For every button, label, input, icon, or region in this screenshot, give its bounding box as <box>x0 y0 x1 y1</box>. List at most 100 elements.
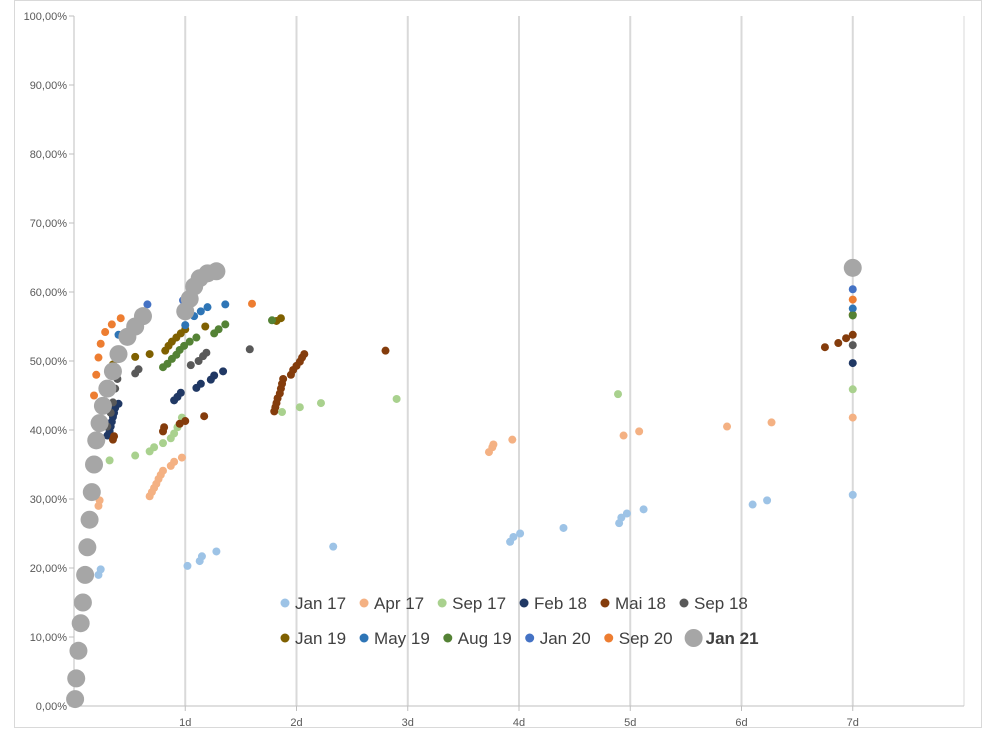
data-point <box>200 412 209 421</box>
data-points <box>66 258 862 709</box>
data-point <box>183 561 192 570</box>
data-point <box>133 307 152 326</box>
data-point <box>848 285 857 294</box>
data-point <box>159 466 167 475</box>
data-point <box>278 408 287 417</box>
data-point <box>203 303 212 312</box>
x-tick-label: 5d <box>624 717 636 729</box>
data-point <box>767 418 776 427</box>
data-point <box>763 496 772 505</box>
gridlines <box>184 16 965 706</box>
data-point <box>848 304 857 313</box>
data-point <box>489 440 498 449</box>
data-point <box>221 320 230 329</box>
x-tick-label: 2d <box>290 717 302 729</box>
data-point <box>622 509 631 518</box>
data-point <box>96 339 105 348</box>
legend-label: Jan 20 <box>540 629 591 648</box>
x-tick-label: 7d <box>847 717 859 729</box>
legend-label: Jan 17 <box>295 594 346 613</box>
data-point <box>508 435 517 444</box>
data-point <box>159 439 167 448</box>
data-point <box>848 341 857 350</box>
data-point <box>131 352 140 361</box>
data-point <box>212 547 221 556</box>
data-point <box>848 330 857 339</box>
data-point <box>177 453 186 462</box>
data-point <box>80 510 99 529</box>
x-tick-label: 3d <box>402 717 414 729</box>
data-point <box>617 513 626 522</box>
data-point <box>85 455 104 474</box>
data-point <box>295 403 304 412</box>
legend-marker <box>280 598 290 608</box>
legend-label: Sep 17 <box>452 594 506 613</box>
series-feb-18 <box>103 359 857 440</box>
data-point <box>392 394 401 403</box>
data-point <box>96 565 105 574</box>
x-tick-label: 6d <box>735 717 747 729</box>
legend-label: Sep 20 <box>619 629 673 648</box>
data-point <box>276 314 285 323</box>
legend-marker <box>443 633 453 643</box>
data-point <box>98 379 117 398</box>
data-point <box>723 422 732 431</box>
data-point <box>69 641 88 660</box>
data-point <box>848 413 857 422</box>
data-point <box>105 456 114 465</box>
legend-label: Aug 19 <box>458 629 512 648</box>
series-sep-18 <box>103 341 857 431</box>
legend-label: Jan 19 <box>295 629 346 648</box>
legend-marker <box>600 598 610 608</box>
legend-marker <box>679 598 689 608</box>
data-point <box>848 295 857 304</box>
legend-marker <box>437 598 447 608</box>
data-point <box>150 443 159 452</box>
data-point <box>192 333 201 342</box>
legend-marker <box>359 633 369 643</box>
legend-label: Apr 17 <box>374 594 424 613</box>
data-point <box>110 432 119 441</box>
data-point <box>248 299 256 308</box>
data-point <box>202 348 211 357</box>
data-point <box>170 457 179 466</box>
data-point <box>214 325 223 334</box>
data-point <box>516 529 525 538</box>
y-tick-labels: 0,00% 10,00% 20,00% 30,00% 40,00% 50,00% 60,00… <box>24 11 68 713</box>
series-aug-19 <box>159 311 857 372</box>
data-point <box>145 350 154 359</box>
data-point <box>109 345 128 364</box>
data-point <box>748 500 757 509</box>
data-point <box>90 414 109 433</box>
y-tick-label: 50,00% <box>30 356 68 368</box>
data-point <box>635 427 644 436</box>
y-tick-label: 10,00% <box>30 632 68 644</box>
data-point <box>381 346 390 355</box>
data-point <box>90 391 99 400</box>
y-tick-label: 60,00% <box>30 287 68 299</box>
y-tick-label: 30,00% <box>30 494 68 506</box>
data-point <box>101 328 110 337</box>
legend-label: Jan 21 <box>706 629 759 648</box>
data-point <box>300 350 309 359</box>
data-point <box>160 423 169 432</box>
y-tick-label: 70,00% <box>30 218 68 230</box>
series-sep-17 <box>105 385 857 465</box>
data-point <box>94 353 103 362</box>
data-point <box>92 370 101 379</box>
data-point <box>219 367 228 376</box>
data-point <box>245 345 254 354</box>
data-point <box>221 300 230 309</box>
data-point <box>170 429 179 438</box>
data-point <box>196 379 205 388</box>
x-tick-label: 1d <box>179 717 191 729</box>
legend-label: Sep 18 <box>694 594 748 613</box>
data-point <box>619 431 628 440</box>
data-point <box>186 361 195 370</box>
data-point <box>143 300 152 309</box>
data-point <box>181 417 190 426</box>
legend-label: May 19 <box>374 629 430 648</box>
y-tick-label: 0,00% <box>36 701 67 713</box>
data-point <box>116 314 125 323</box>
